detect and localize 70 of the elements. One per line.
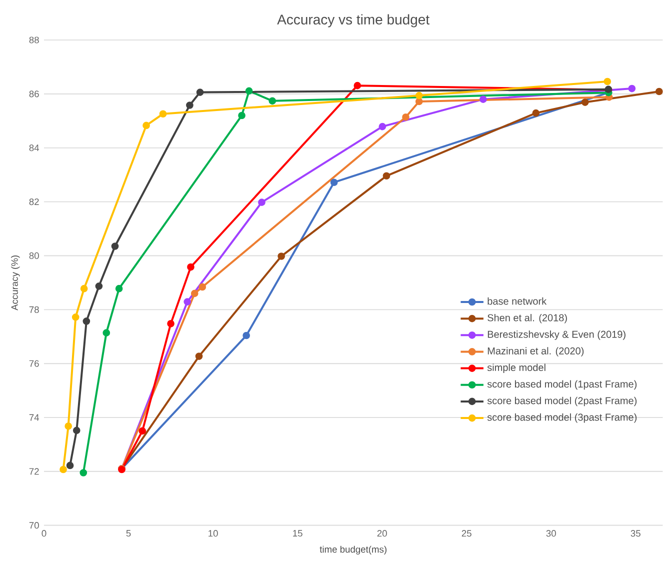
y-tick-label: 74 [29,414,40,421]
legend-label: base network [488,297,547,305]
legend-label: score based model (1past Frame) [487,380,637,390]
y-tick-label: 86 [29,90,39,98]
point [330,178,338,186]
point [64,422,72,430]
point [415,92,423,100]
point [80,284,88,292]
point [82,318,90,325]
y-tick-label: 84 [29,144,40,152]
chart-title: Accuracy vs time budget [277,14,430,28]
point [268,97,276,105]
point [190,290,198,298]
point [532,109,540,117]
point [66,462,74,470]
y-tick-label: 82 [29,198,39,206]
legend-label: Berestizshevsky & Even (2019) [488,330,626,340]
point [138,427,146,435]
point [187,263,194,271]
point [167,320,174,328]
point [242,332,250,340]
y-tick-label: 88 [29,36,39,44]
point [186,102,194,109]
x-tick-label: 35 [630,530,640,537]
point [245,87,253,95]
x-axis-title: time budget(ms) [320,546,386,555]
point [159,110,167,118]
point [382,172,390,180]
y-tick-label: 72 [29,468,39,475]
x-tick-label: 30 [546,530,556,537]
point [72,426,80,434]
point [111,242,119,250]
point [142,122,150,130]
legend-label: score based model (2past Frame) [487,396,637,406]
point [196,88,204,96]
point [195,352,203,360]
point [604,78,612,86]
y-tick-label: 76 [29,360,39,367]
point [184,298,192,306]
point [581,98,589,106]
x-tick-label: 15 [293,530,302,537]
y-tick-label: 70 [29,522,39,529]
legend-label: score based model (3past Frame) [487,413,637,423]
point [80,469,88,476]
y-tick-label: 78 [29,306,39,313]
point [378,122,386,130]
point [402,113,410,121]
point [415,98,423,106]
point [115,284,123,292]
x-tick-label: 0 [42,530,46,537]
point [95,282,103,290]
legend-label: Mazinani et al. (2020) [488,347,584,356]
point [198,283,206,291]
point [278,252,285,260]
legend-label: simple model [487,364,546,373]
point [238,112,246,120]
point [102,329,110,336]
y-axis-title: Accuracy (%) [11,256,20,310]
x-tick-label: 20 [377,530,387,537]
y-tick-label: 80 [29,252,39,259]
legend-label: Shen et al. (2018) [488,314,567,324]
point [72,314,80,321]
x-tick-label: 10 [208,530,218,537]
point [258,198,266,206]
point [60,466,67,474]
point [479,96,487,103]
point [354,82,362,90]
point [628,84,636,92]
x-tick-label: 25 [462,530,472,537]
x-tick-label: 5 [126,530,131,537]
